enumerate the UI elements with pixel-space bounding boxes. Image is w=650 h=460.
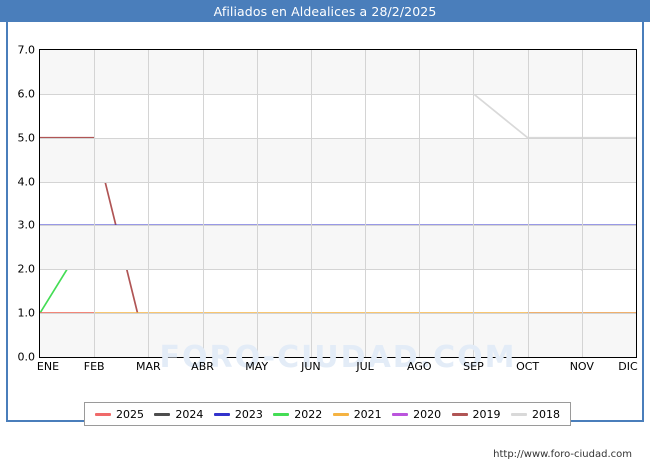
legend-label: 2019 — [472, 407, 501, 421]
window-title-bar: Afiliados en Aldealices a 28/2/2025 — [0, 0, 650, 22]
source-url: http://www.foro-ciudad.com — [493, 449, 632, 460]
chart-legend: 2025 2024 2023 2022 2021 2020 2019 2018 — [84, 402, 571, 426]
plot-band — [40, 225, 636, 270]
vertical-gridline — [257, 50, 258, 357]
vertical-gridline — [419, 50, 420, 357]
x-axis-tick-label: DIC — [618, 360, 638, 373]
legend-label: 2020 — [413, 407, 442, 421]
y-axis-tick-label: 7.0 — [17, 43, 36, 57]
horizontal-gridline — [40, 269, 636, 270]
legend-item-2018[interactable]: 2018 — [510, 407, 560, 421]
legend-label: 2024 — [175, 407, 204, 421]
x-axis-tick-label: FEB — [83, 360, 105, 373]
x-axis-tick-label: AGO — [407, 360, 432, 373]
y-axis-tick-label: 4.0 — [17, 175, 36, 189]
plot-inner — [40, 50, 636, 357]
horizontal-gridline — [40, 94, 636, 95]
y-axis-tick-label: 3.0 — [17, 218, 36, 232]
legend-item-2024[interactable]: 2024 — [154, 408, 203, 421]
y-axis-tick-label: 0.0 — [17, 350, 36, 364]
plot-area — [39, 49, 637, 358]
x-axis-tick-label: ENE — [36, 360, 60, 373]
plot-band — [40, 137, 636, 182]
legend-swatch-icon — [392, 412, 409, 416]
page-title: Afiliados en Aldealices a 28/2/2025 — [213, 3, 437, 19]
vertical-gridline — [94, 50, 95, 357]
plot-band — [40, 50, 636, 94]
horizontal-gridline — [40, 225, 636, 226]
vertical-gridline — [203, 50, 204, 357]
legend-item-2020[interactable]: 2020 — [392, 408, 441, 421]
legend-swatch-icon — [213, 412, 230, 416]
legend-swatch-icon — [332, 412, 349, 416]
vertical-gridline — [582, 50, 583, 357]
x-axis: ENE FEB MAR ABR MAY JUN JUL AGO SEP OCT NOV DIC — [36, 360, 638, 378]
horizontal-gridline — [40, 138, 636, 139]
series-lines — [40, 50, 636, 357]
vertical-gridline — [365, 50, 366, 357]
x-axis-tick-label: JUN — [301, 360, 321, 373]
plot-band — [40, 313, 636, 357]
chart-frame: 0.0 1.0 2.0 3.0 4.0 5.0 6.0 7.0 FORO-CIUDAD.COM… — [6, 22, 644, 460]
legend-item-2023[interactable]: 2023 — [213, 407, 263, 421]
x-axis-tick-label: ABR — [191, 360, 214, 373]
x-axis-tick-label: NOV — [569, 360, 594, 373]
legend-label: 2025 — [116, 407, 144, 421]
vertical-gridline — [311, 50, 312, 357]
y-axis-tick-label: 1.0 — [17, 306, 36, 320]
legend-swatch-icon — [510, 412, 527, 416]
legend-swatch-icon — [451, 412, 468, 416]
vertical-gridline — [528, 50, 529, 357]
legend-swatch-icon — [154, 412, 171, 416]
vertical-gridline — [473, 50, 474, 357]
horizontal-gridline — [40, 182, 636, 183]
legend-item-2021[interactable]: 2021 — [332, 407, 382, 421]
x-axis-tick-label: MAY — [245, 360, 269, 373]
legend-label: 2022 — [294, 407, 323, 421]
legend-swatch-icon — [273, 412, 290, 416]
y-axis-tick-label: 6.0 — [17, 87, 36, 101]
legend-label: 2021 — [353, 407, 382, 421]
legend-item-2019[interactable]: 2019 — [451, 407, 501, 421]
vertical-gridline — [148, 50, 149, 357]
legend-label: 2018 — [531, 407, 560, 421]
x-axis-tick-label: OCT — [516, 360, 540, 373]
y-axis: 0.0 1.0 2.0 3.0 4.0 5.0 6.0 7.0 — [8, 44, 39, 364]
legend-swatch-icon — [95, 412, 111, 416]
y-axis-tick-label: 2.0 — [17, 262, 36, 276]
legend-item-2022[interactable]: 2022 — [273, 408, 322, 421]
legend-label: 2023 — [234, 407, 263, 421]
legend-item-2025[interactable]: 2025 — [95, 408, 144, 421]
x-axis-tick-label: MAR — [136, 360, 161, 373]
y-axis-tick-label: 5.0 — [17, 131, 36, 145]
x-axis-tick-label: JUL — [356, 360, 374, 373]
x-axis-tick-label: SEP — [463, 360, 484, 373]
horizontal-gridline — [40, 313, 636, 314]
